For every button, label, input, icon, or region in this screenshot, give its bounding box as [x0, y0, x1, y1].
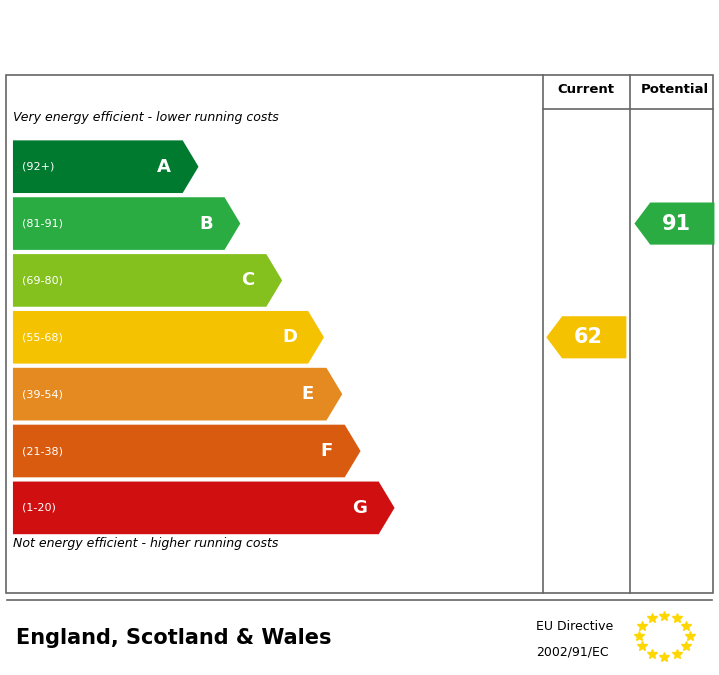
Text: (55-68): (55-68)	[22, 332, 63, 342]
Text: (92+): (92+)	[22, 162, 54, 171]
Text: Energy Efficiency Rating: Energy Efficiency Rating	[18, 23, 420, 51]
Text: E: E	[301, 385, 314, 403]
Text: EU Directive: EU Directive	[536, 620, 613, 633]
Polygon shape	[13, 311, 324, 364]
Text: (81-91): (81-91)	[22, 219, 63, 229]
Polygon shape	[13, 140, 198, 193]
Polygon shape	[546, 316, 626, 358]
Text: F: F	[320, 442, 332, 460]
Polygon shape	[634, 202, 715, 244]
Text: (1-20): (1-20)	[22, 503, 55, 513]
Polygon shape	[13, 425, 360, 477]
Polygon shape	[13, 368, 342, 421]
Text: Current: Current	[558, 83, 615, 97]
Text: Potential: Potential	[641, 83, 708, 97]
Text: Not energy efficient - higher running costs: Not energy efficient - higher running co…	[13, 537, 278, 550]
Text: England, Scotland & Wales: England, Scotland & Wales	[16, 628, 331, 648]
Text: 62: 62	[574, 327, 603, 347]
Text: (69-80): (69-80)	[22, 275, 63, 286]
Polygon shape	[13, 254, 282, 306]
Text: G: G	[352, 499, 367, 517]
Polygon shape	[13, 197, 240, 250]
Text: B: B	[199, 215, 213, 233]
Text: (39-54): (39-54)	[22, 389, 63, 399]
Text: A: A	[157, 158, 171, 176]
Text: (21-38): (21-38)	[22, 446, 63, 456]
Polygon shape	[13, 481, 395, 534]
Text: 91: 91	[662, 213, 692, 234]
Text: 2002/91/EC: 2002/91/EC	[536, 645, 608, 658]
Text: D: D	[282, 328, 297, 346]
Text: Very energy efficient - lower running costs: Very energy efficient - lower running co…	[13, 111, 279, 124]
Text: C: C	[241, 271, 255, 290]
